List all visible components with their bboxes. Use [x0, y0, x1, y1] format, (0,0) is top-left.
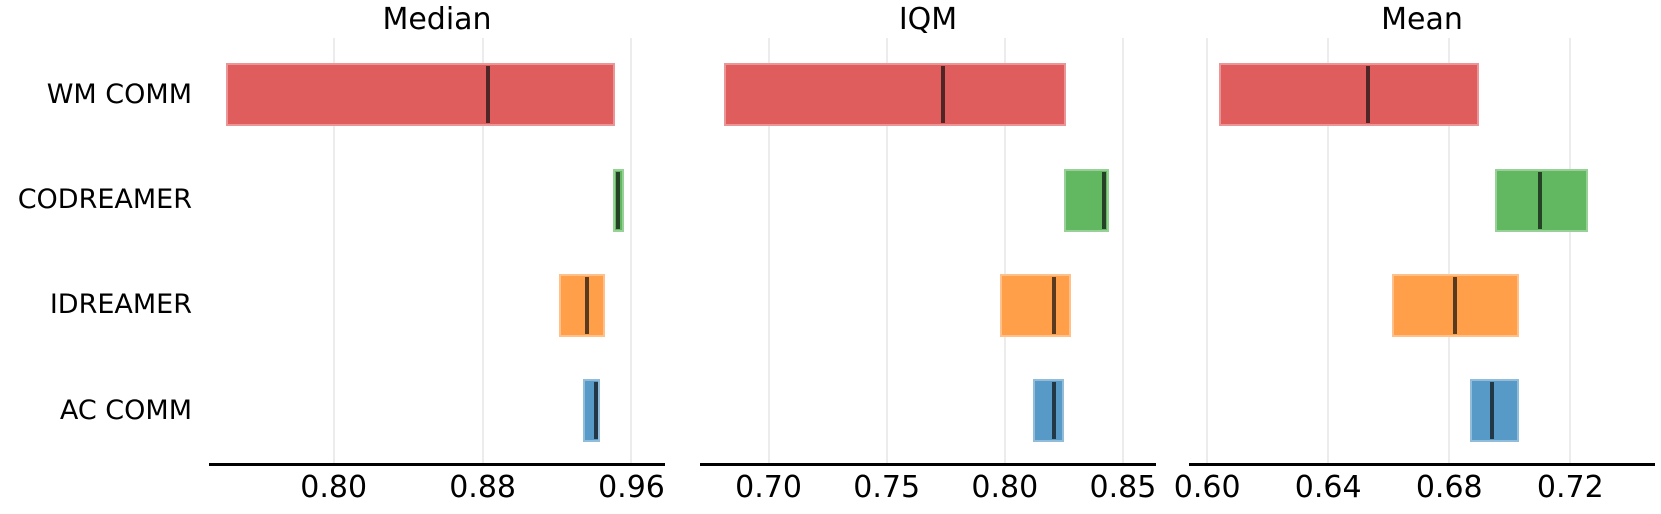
gridline — [1121, 38, 1124, 463]
point-estimate-line-codreamer — [1538, 171, 1542, 229]
x-tick-label: 0.72 — [1536, 470, 1604, 505]
x-tick-label: 0.80 — [300, 470, 368, 505]
point-estimate-line-ac-comm — [594, 382, 599, 439]
interval-bar-wm-comm — [723, 63, 1067, 126]
x-tick-label: 0.96 — [598, 470, 665, 505]
gridline — [1569, 38, 1572, 463]
x-tick-label: 0.64 — [1294, 470, 1362, 505]
point-estimate-line-codreamer — [1102, 171, 1107, 229]
gridline — [767, 38, 770, 463]
row-label-ac-comm: AC COMM — [59, 394, 192, 426]
interval-bar-wm-comm — [1219, 63, 1480, 126]
panel-title-median: Median — [382, 2, 492, 37]
x-axis-spine — [209, 463, 665, 466]
point-estimate-line-codreamer — [616, 171, 621, 229]
point-estimate-line-wm-comm — [941, 66, 946, 123]
point-estimate-line-wm-comm — [486, 66, 491, 123]
interval-bar-ac-comm — [1470, 379, 1519, 442]
interval-bar-codreamer — [1063, 168, 1109, 232]
point-estimate-line-idreamer — [1453, 276, 1458, 334]
row-label-idreamer: IDREAMER — [49, 289, 192, 320]
gridline — [1448, 38, 1451, 463]
x-tick-label: 0.88 — [449, 470, 516, 505]
gridline — [885, 38, 888, 463]
gridline — [630, 38, 633, 463]
point-estimate-line-ac-comm — [1489, 382, 1494, 439]
row-label-wm-comm: WM COMM — [46, 78, 192, 110]
panel-median: Median 0.80 0.88 0.96 — [209, 0, 665, 514]
x-tick-label: 0.75 — [853, 470, 921, 505]
row-labels: WM COMM CODREAMER IDREAMER AC COMM — [0, 0, 196, 514]
point-estimate-line-idreamer — [584, 276, 589, 334]
x-tick-label: 0.68 — [1415, 470, 1483, 505]
gridline — [332, 38, 335, 463]
gridline — [1206, 38, 1209, 463]
interval-bar-idreamer — [1000, 273, 1071, 337]
x-tick-label: 0.80 — [971, 470, 1039, 505]
point-estimate-line-idreamer — [1052, 276, 1057, 334]
gridline — [1003, 38, 1006, 463]
gridline — [481, 38, 484, 463]
point-estimate-line-ac-comm — [1052, 382, 1057, 439]
x-tick-label: 0.60 — [1173, 470, 1241, 505]
interval-bar-wm-comm — [225, 63, 615, 126]
x-tick-label: 0.70 — [735, 470, 802, 505]
x-tick-label: 0.85 — [1089, 470, 1157, 505]
panel-mean: Mean 0.60 0.64 0.68 0.72 — [1174, 0, 1655, 514]
point-estimate-line-wm-comm — [1365, 66, 1370, 123]
gridline — [1327, 38, 1330, 463]
x-axis-spine — [1189, 463, 1655, 466]
interval-bar-ac-comm — [1033, 379, 1064, 442]
panel-title-mean: Mean — [1381, 2, 1463, 37]
x-axis-spine — [700, 463, 1156, 466]
panel-iqm: IQM 0.70 0.75 0.80 0.85 — [700, 0, 1156, 514]
row-label-codreamer: CODREAMER — [17, 184, 192, 215]
panel-title-iqm: IQM — [898, 2, 958, 37]
interval-bar-idreamer — [558, 273, 606, 337]
